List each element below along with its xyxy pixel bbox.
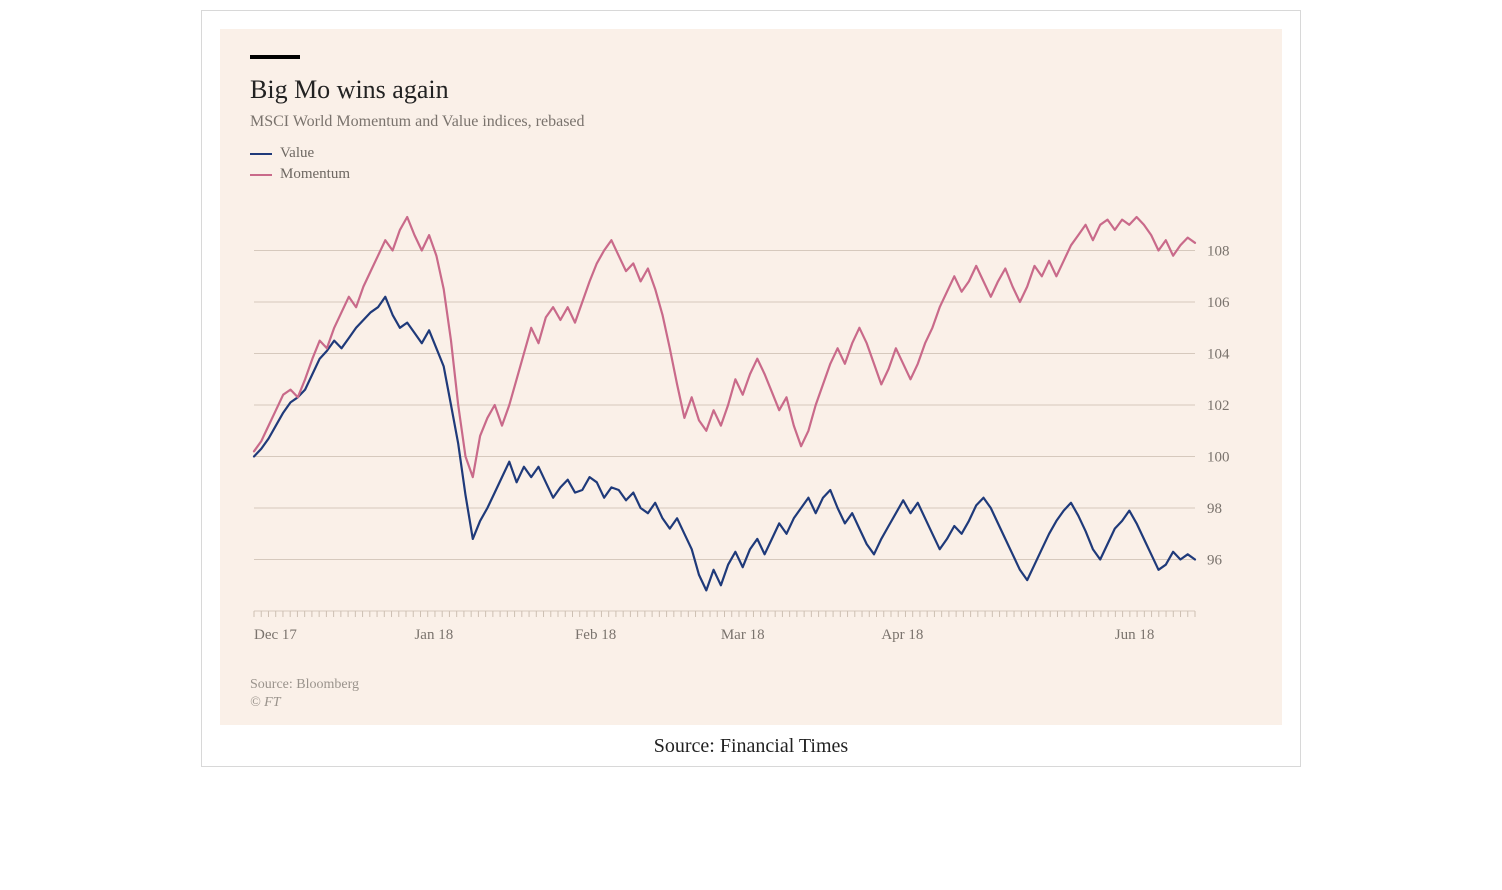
chart-card: Big Mo wins again MSCI World Momentum an…	[201, 10, 1301, 767]
legend-label: Value	[280, 145, 314, 162]
y-tick-label: 100	[1207, 450, 1230, 466]
y-tick-label: 98	[1207, 501, 1222, 517]
chart-subtitle: MSCI World Momentum and Value indices, r…	[250, 113, 1262, 131]
page: Big Mo wins again MSCI World Momentum an…	[0, 0, 1502, 890]
legend: Value Momentum	[250, 145, 1262, 183]
x-tick-label: Apr 18	[881, 627, 923, 643]
y-tick-label: 108	[1207, 244, 1230, 260]
x-tick-label: Jan 18	[414, 627, 453, 643]
chart-title: Big Mo wins again	[250, 75, 1262, 105]
legend-label: Momentum	[280, 166, 350, 183]
top-rule	[250, 55, 300, 59]
chart-source: Source: Bloomberg	[250, 677, 1262, 693]
chart-copyright: © FT	[250, 695, 1262, 711]
line-chart-svg: 96 98 100 102 104 106 108 Dec 17 Jan 18 Feb 18 Mar…	[250, 189, 1250, 659]
x-tick-label: Jun 18	[1115, 627, 1155, 643]
legend-item: Value	[250, 145, 1262, 162]
y-tick-label: 104	[1207, 347, 1230, 363]
plot-area: 96 98 100 102 104 106 108 Dec 17 Jan 18 Feb 18 Mar…	[250, 189, 1262, 659]
y-tick-label: 102	[1207, 398, 1230, 414]
y-tick-label: 106	[1207, 295, 1230, 311]
legend-swatch	[250, 174, 272, 176]
x-tick-label: Mar 18	[721, 627, 765, 643]
chart-area: Big Mo wins again MSCI World Momentum an…	[220, 29, 1282, 725]
y-tick-label: 96	[1207, 553, 1223, 569]
legend-swatch	[250, 153, 272, 155]
x-tick-label: Feb 18	[575, 627, 616, 643]
card-caption: Source: Financial Times	[220, 735, 1282, 758]
x-tick-label: Dec 17	[254, 627, 297, 643]
legend-item: Momentum	[250, 166, 1262, 183]
series-line	[254, 297, 1195, 591]
series-line	[254, 217, 1195, 477]
